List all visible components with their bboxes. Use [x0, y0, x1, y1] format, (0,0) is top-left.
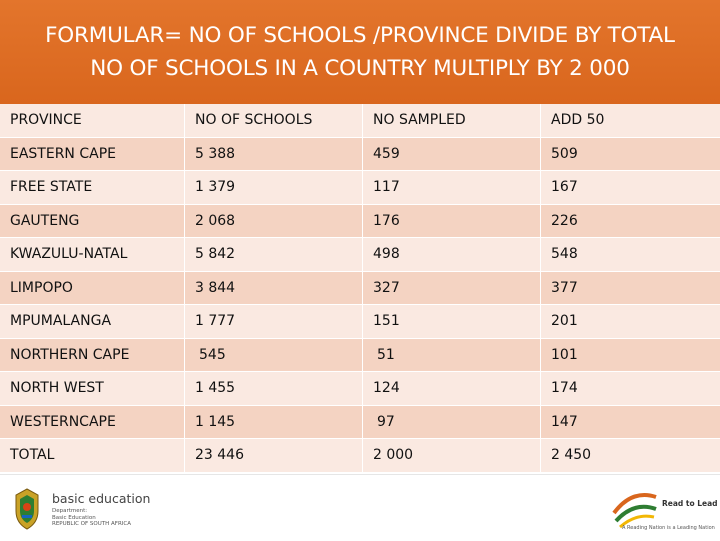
table-row: LIMPOPO 3 844 327 377	[0, 271, 720, 305]
cell-no-sampled: 176	[363, 204, 541, 238]
schools-table-container: PROVINCE NO OF SCHOOLS NO SAMPLED ADD 50…	[0, 104, 720, 473]
table-row: MPUMALANGA 1 777 151 201	[0, 305, 720, 339]
cell-no-of-schools: 1 455	[185, 372, 363, 406]
cell-province: KWAZULU-NATAL	[0, 238, 185, 272]
cell-add-50: 101	[541, 338, 720, 372]
department-name: basic education	[52, 491, 150, 506]
title-line-1: FORMULAR= NO OF SCHOOLS /PROVINCE DIVIDE…	[45, 23, 675, 48]
cell-no-sampled: 117	[363, 171, 541, 205]
cell-province: TOTAL	[0, 439, 185, 473]
cell-no-sampled: 151	[363, 305, 541, 339]
cell-province: LIMPOPO	[0, 271, 185, 305]
cell-province: FREE STATE	[0, 171, 185, 205]
footer: basic education Department: Basic Educat…	[0, 474, 720, 541]
cell-no-sampled: 51	[363, 338, 541, 372]
table-row: NORTHERN CAPE 545 51 101	[0, 338, 720, 372]
cell-no-sampled: 459	[363, 137, 541, 171]
cell-province: NORTH WEST	[0, 372, 185, 406]
cell-add-50: 548	[541, 238, 720, 272]
cell-no-sampled: 2 000	[363, 439, 541, 473]
title-banner: FORMULAR= NO OF SCHOOLS /PROVINCE DIVIDE…	[0, 0, 720, 104]
column-header-add-50: ADD 50	[541, 104, 720, 137]
cell-no-of-schools: 23 446	[185, 439, 363, 473]
cell-no-of-schools: 5 842	[185, 238, 363, 272]
department-block: basic education Department: Basic Educat…	[52, 491, 150, 528]
cell-add-50: 174	[541, 372, 720, 406]
cell-no-of-schools: 5 388	[185, 137, 363, 171]
cell-add-50: 2 450	[541, 439, 720, 473]
cell-province: EASTERN CAPE	[0, 137, 185, 171]
column-header-no-of-schools: NO OF SCHOOLS	[185, 104, 363, 137]
table-row: WESTERNCAPE 1 145 97 147	[0, 405, 720, 439]
table-total-row: TOTAL 23 446 2 000 2 450	[0, 439, 720, 473]
column-header-province: PROVINCE	[0, 104, 185, 137]
title-line-2: NO OF SCHOOLS IN A COUNTRY MULTIPLY BY 2…	[90, 56, 629, 81]
cell-no-sampled: 124	[363, 372, 541, 406]
country-name: REPUBLIC OF SOUTH AFRICA	[52, 521, 131, 527]
cell-add-50: 377	[541, 271, 720, 305]
department-title: Basic Education	[52, 515, 96, 521]
cell-no-of-schools: 1 145	[185, 405, 363, 439]
cell-no-of-schools: 545	[185, 338, 363, 372]
table-row: GAUTENG 2 068 176 226	[0, 204, 720, 238]
program-tagline: A Reading Nation is a Leading Nation	[622, 525, 715, 531]
cell-province: GAUTENG	[0, 204, 185, 238]
page-title: FORMULAR= NO OF SCHOOLS /PROVINCE DIVIDE…	[37, 19, 683, 85]
cell-add-50: 167	[541, 171, 720, 205]
cell-province: WESTERNCAPE	[0, 405, 185, 439]
cell-no-of-schools: 1 379	[185, 171, 363, 205]
cell-add-50: 226	[541, 204, 720, 238]
program-title: Read to Lead	[662, 499, 718, 508]
table-header-row: PROVINCE NO OF SCHOOLS NO SAMPLED ADD 50	[0, 104, 720, 137]
cell-province: MPUMALANGA	[0, 305, 185, 339]
cell-add-50: 201	[541, 305, 720, 339]
cell-no-of-schools: 1 777	[185, 305, 363, 339]
table-row: EASTERN CAPE 5 388 459 509	[0, 137, 720, 171]
cell-province: NORTHERN CAPE	[0, 338, 185, 372]
cell-no-sampled: 327	[363, 271, 541, 305]
cell-no-sampled: 498	[363, 238, 541, 272]
coat-of-arms-icon	[10, 487, 44, 531]
cell-no-sampled: 97	[363, 405, 541, 439]
department-label: Department:	[52, 508, 87, 514]
column-header-no-sampled: NO SAMPLED	[363, 104, 541, 137]
cell-add-50: 509	[541, 137, 720, 171]
cell-no-of-schools: 2 068	[185, 204, 363, 238]
table-row: FREE STATE 1 379 117 167	[0, 171, 720, 205]
department-subtitle: Department: Basic Education REPUBLIC OF …	[52, 508, 150, 528]
table-row: KWAZULU-NATAL 5 842 498 548	[0, 238, 720, 272]
table-row: NORTH WEST 1 455 124 174	[0, 372, 720, 406]
schools-table: PROVINCE NO OF SCHOOLS NO SAMPLED ADD 50…	[0, 104, 720, 473]
cell-add-50: 147	[541, 405, 720, 439]
cell-no-of-schools: 3 844	[185, 271, 363, 305]
